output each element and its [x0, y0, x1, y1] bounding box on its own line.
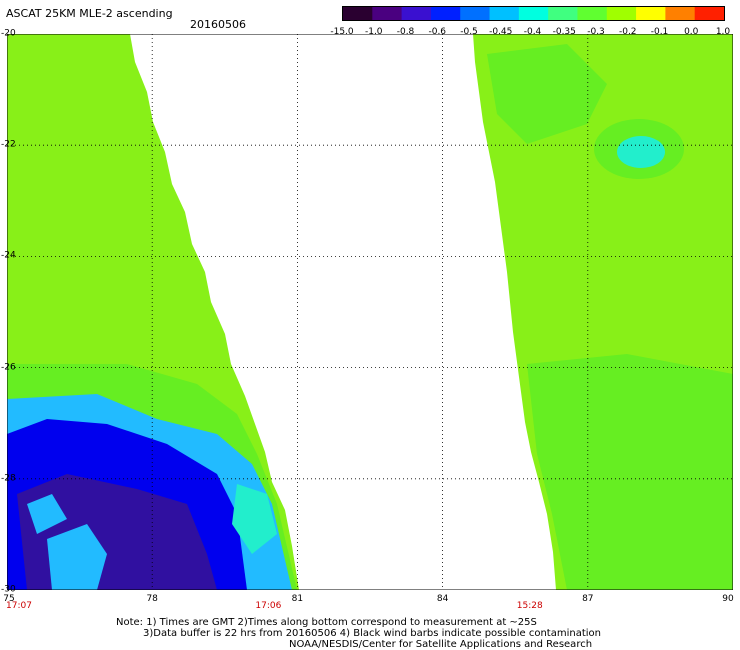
colorbar-label: -0.4 — [523, 27, 542, 37]
longitude-label: 84 — [436, 594, 449, 604]
note-line-3: NOAA/NESDIS/Center for Satellite Applica… — [289, 639, 593, 650]
latitude-label: -26 — [1, 362, 16, 373]
grid-lines — [7, 34, 733, 590]
colorbar-label: -1.0 — [364, 27, 383, 37]
colorbar-label: 1.0 — [715, 27, 731, 37]
note-line-2: 3)Data buffer is 22 hrs from 20160506 4)… — [143, 628, 601, 639]
colorbar-segment — [372, 7, 403, 20]
latitude-label: -20 — [1, 28, 16, 39]
latitude-label: -22 — [1, 139, 16, 150]
colorbar — [342, 6, 725, 21]
longitude-label: 81 — [291, 594, 304, 604]
colorbar-label: -0.45 — [489, 27, 513, 37]
latitude-label: -28 — [1, 473, 16, 484]
colorbar-segment — [577, 7, 608, 20]
left-swath — [7, 34, 299, 590]
wind-map — [7, 34, 733, 590]
longitude-label: 87 — [582, 594, 594, 604]
latitude-label: -30 — [1, 584, 16, 595]
swaths — [7, 34, 733, 590]
colorbar-segment — [694, 7, 724, 20]
colorbar-gradient — [343, 7, 724, 20]
colorbar-label: 0.0 — [684, 27, 699, 37]
colorbar-segment — [401, 7, 432, 20]
colorbar-segment — [343, 7, 373, 20]
map-date: 20160506 — [190, 18, 246, 31]
colorbar-label: -0.6 — [428, 27, 447, 37]
colorbar-segment — [460, 7, 491, 20]
colorbar-segment — [548, 7, 579, 20]
colorbar-label: -15.0 — [330, 27, 354, 37]
time-label: 17:07 — [6, 601, 32, 611]
colorbar-segment — [518, 7, 549, 20]
time-label: 15:28 — [516, 601, 543, 611]
colorbar-label: -0.8 — [396, 27, 415, 37]
colorbar-label: -0.3 — [587, 27, 605, 37]
map-title: ASCAT 25KM MLE-2 ascending — [6, 7, 173, 20]
colorbar-segment — [636, 7, 666, 20]
colorbar-label: -0.35 — [552, 27, 576, 37]
note-line-1: Note: 1) Times are GMT 2)Times along bot… — [116, 617, 537, 628]
colorbar-segment — [430, 7, 461, 20]
colorbar-segment — [606, 7, 637, 20]
longitude-label: 75 — [3, 594, 15, 604]
longitude-label: 90 — [722, 594, 734, 604]
longitude-label: 78 — [146, 594, 158, 604]
time-label: 17:06 — [255, 601, 282, 611]
colorbar-segment — [665, 7, 696, 20]
right-swath — [473, 34, 733, 590]
colorbar-label: -0.5 — [460, 27, 478, 37]
latitude-label: -24 — [1, 250, 16, 261]
colorbar-label: -0.1 — [650, 27, 669, 37]
colorbar-label: -0.2 — [618, 27, 637, 37]
colorbar-segment — [489, 7, 520, 20]
